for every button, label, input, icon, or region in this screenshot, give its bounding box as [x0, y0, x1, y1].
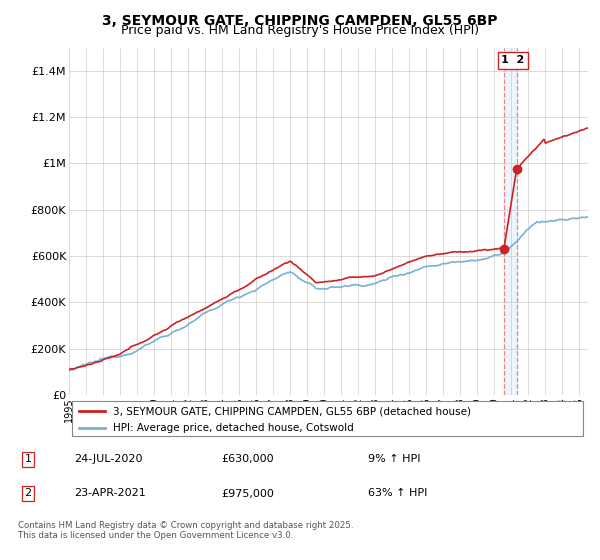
Text: Price paid vs. HM Land Registry's House Price Index (HPI): Price paid vs. HM Land Registry's House …	[121, 24, 479, 36]
Text: £630,000: £630,000	[221, 454, 274, 464]
Text: Contains HM Land Registry data © Crown copyright and database right 2025.
This d: Contains HM Land Registry data © Crown c…	[18, 521, 353, 540]
Bar	[504, 48, 517, 395]
Text: 1  2: 1 2	[502, 55, 524, 65]
Text: £975,000: £975,000	[221, 488, 274, 498]
Text: 3, SEYMOUR GATE, CHIPPING CAMPDEN, GL55 6BP (detached house): 3, SEYMOUR GATE, CHIPPING CAMPDEN, GL55 …	[113, 406, 471, 416]
Text: HPI: Average price, detached house, Cotswold: HPI: Average price, detached house, Cots…	[113, 423, 354, 433]
Text: 63% ↑ HPI: 63% ↑ HPI	[368, 488, 427, 498]
FancyBboxPatch shape	[71, 401, 583, 436]
Text: 23-APR-2021: 23-APR-2021	[74, 488, 146, 498]
Text: 9% ↑ HPI: 9% ↑ HPI	[368, 454, 420, 464]
Text: 2: 2	[25, 488, 32, 498]
Text: 1: 1	[25, 454, 32, 464]
Text: 24-JUL-2020: 24-JUL-2020	[74, 454, 143, 464]
Text: 3, SEYMOUR GATE, CHIPPING CAMPDEN, GL55 6BP: 3, SEYMOUR GATE, CHIPPING CAMPDEN, GL55 …	[102, 14, 498, 28]
